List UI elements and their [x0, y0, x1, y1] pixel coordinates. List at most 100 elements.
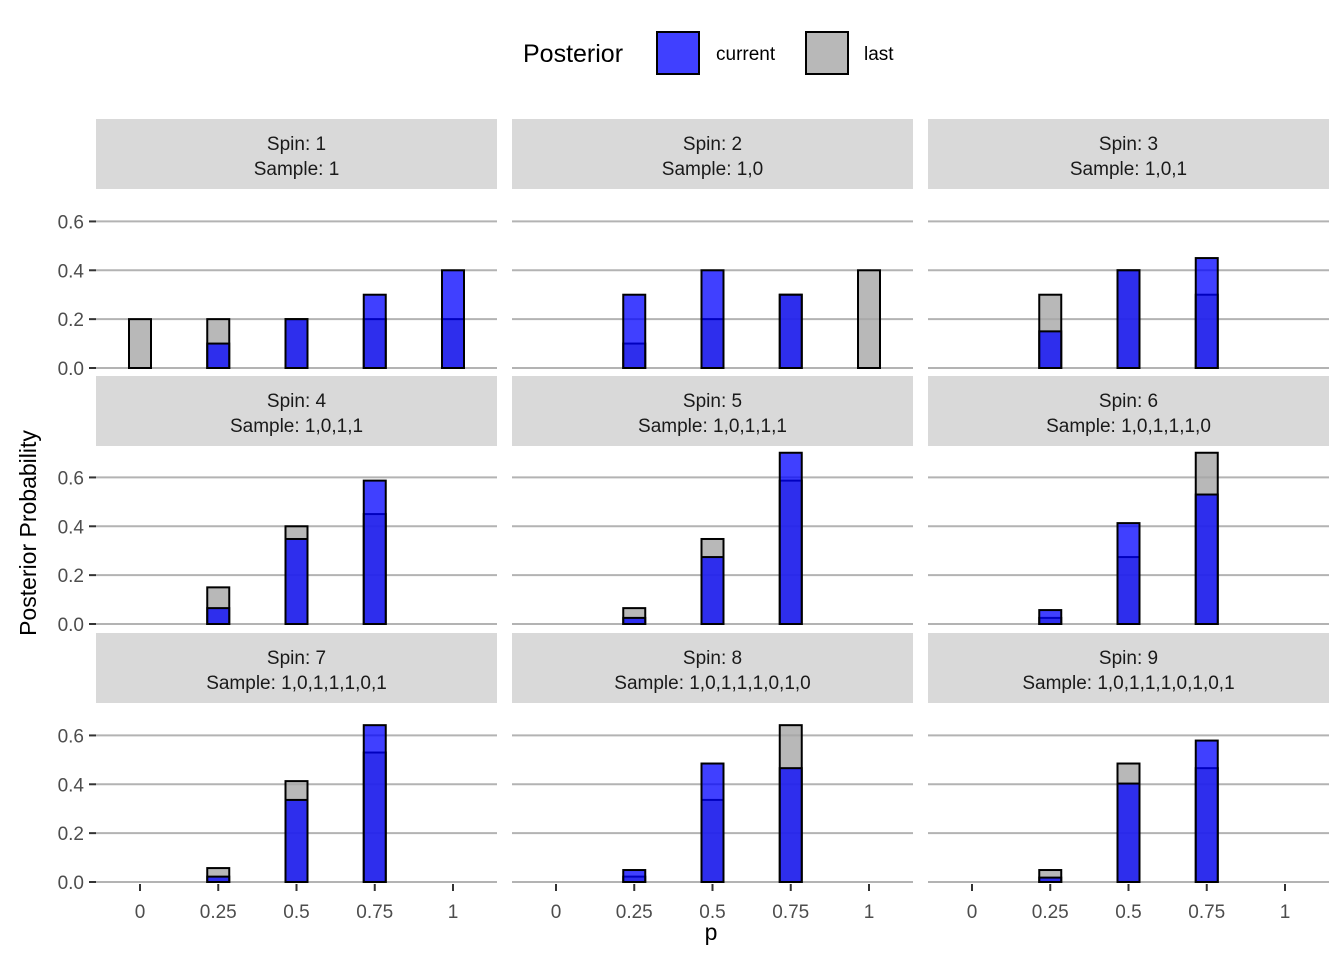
bar-current — [1116, 522, 1141, 625]
x-tick-label: 0.25 — [1032, 902, 1069, 923]
facet-strip-label: Sample: 1,0,1 — [1070, 159, 1187, 180]
facet-strip-label: Spin: 1 — [267, 134, 326, 155]
bar-current — [1194, 739, 1219, 884]
facet-panel: Spin: 6 Sample: 1,0,1,1,1,0 — [928, 376, 1329, 626]
facet-strip-label: Sample: 1,0,1,1 — [230, 416, 363, 437]
facet-strip-label: Spin: 5 — [683, 391, 742, 412]
bar-current — [700, 556, 725, 626]
bar-current — [362, 724, 387, 883]
facet-strip-label: Sample: 1 — [254, 159, 340, 180]
bar-last — [128, 318, 152, 369]
facet-strip-label: Spin: 3 — [1099, 134, 1158, 155]
facet-strip-label: Spin: 8 — [683, 648, 742, 669]
y-tick-label: 0.6 — [58, 468, 84, 489]
bar-current — [622, 293, 647, 370]
x-tick-label: 0.25 — [616, 902, 653, 923]
facet-strip-label: Spin: 7 — [267, 648, 326, 669]
bar-current — [1194, 257, 1219, 370]
y-tick-label: 0.2 — [58, 824, 84, 845]
facet-strip-label: Sample: 1,0,1,1,1 — [638, 416, 787, 437]
y-tick-label: 0.2 — [58, 566, 84, 587]
bar-current — [778, 293, 803, 370]
facet-strip — [928, 633, 1329, 703]
facet-strip-label: Spin: 9 — [1099, 648, 1158, 669]
facet-strip-label: Sample: 1,0 — [662, 159, 763, 180]
bar-current — [284, 318, 309, 369]
facet-strip — [928, 376, 1329, 446]
x-tick-label: 0 — [135, 902, 146, 923]
x-tick-label: 0 — [967, 902, 978, 923]
facet-panel: Spin: 4 Sample: 1,0,1,1 0.0 0.2 0.4 0.6 — [58, 376, 497, 636]
bar-current — [622, 869, 647, 884]
x-tick-label: 0.5 — [283, 902, 309, 923]
facet-panel: Spin: 5 Sample: 1,0,1,1,1 — [512, 376, 913, 626]
facet-panel: Spin: 3 Sample: 1,0,1 — [928, 119, 1329, 370]
y-tick-label: 0.0 — [58, 873, 84, 894]
x-axis-title: p — [705, 919, 718, 945]
bar-current — [1038, 876, 1063, 883]
facet-panel: Spin: 7 Sample: 1,0,1,1,1,0,1 0.0 0.2 0.4 0.6… — [58, 633, 497, 923]
x-tick-label: 0.5 — [1115, 902, 1141, 923]
y-tick-label: 0.0 — [58, 615, 84, 636]
y-tick-label: 0.0 — [58, 359, 84, 380]
bar-current — [700, 269, 725, 369]
facet-panels: Spin: 1 Sample: 1 0.0 0.2 0.4 0.6 Spin: 2 Sampl… — [58, 119, 1329, 923]
y-tick-label: 0.4 — [58, 261, 85, 282]
bar-current — [284, 537, 309, 626]
legend-label-last: last — [864, 44, 894, 65]
legend-label-current: current — [716, 44, 776, 65]
y-tick-label: 0.2 — [58, 310, 84, 331]
legend-key-current — [656, 31, 700, 75]
facet-strip — [96, 633, 497, 703]
facet-strip-label: Sample: 1,0,1,1,1,0,1,0,1 — [1022, 673, 1234, 694]
facet-strip — [96, 376, 497, 446]
x-tick-label: 0.75 — [772, 902, 809, 923]
facet-strip — [512, 633, 913, 703]
bar-current — [206, 607, 231, 625]
x-tick-label: 0.75 — [356, 902, 393, 923]
bar-current — [1038, 609, 1063, 626]
bar-current — [362, 293, 387, 370]
x-tick-label: 0.25 — [200, 902, 237, 923]
facet-panel: Spin: 8 Sample: 1,0,1,1,1,0,1,0 0 0.25 0.5 0.… — [512, 633, 913, 923]
bar-current — [206, 875, 231, 884]
facet-panel: Spin: 2 Sample: 1,0 — [512, 119, 913, 370]
legend-title: Posterior — [523, 40, 623, 68]
bar-current — [1116, 782, 1141, 883]
bar-current — [1194, 493, 1219, 625]
bar-current — [778, 451, 803, 625]
bar-current — [622, 616, 647, 626]
facet-strip-label: Sample: 1,0,1,1,1,0,1,0 — [614, 673, 810, 694]
bar-current — [778, 767, 803, 883]
facet-strip — [928, 119, 1329, 189]
legend: Posterior current last — [523, 31, 894, 75]
facet-strip-label: Sample: 1,0,1,1,1,0,1 — [206, 673, 387, 694]
facet-panel: Spin: 9 Sample: 1,0,1,1,1,0,1,0,1 0 0.25 0.5… — [928, 633, 1329, 923]
bar-current — [284, 798, 309, 883]
x-tick-label: 0.5 — [699, 902, 725, 923]
bar-current — [441, 269, 465, 369]
x-tick-label: 0.75 — [1188, 902, 1225, 923]
y-tick-label: 0.6 — [58, 726, 84, 747]
facet-strip-label: Spin: 4 — [267, 391, 327, 412]
facet-strip-label: Sample: 1,0,1,1,1,0 — [1046, 416, 1211, 437]
facet-strip-label: Spin: 2 — [683, 134, 742, 155]
bar-current — [362, 479, 387, 625]
y-tick-label: 0.4 — [58, 775, 85, 796]
facet-strip — [512, 376, 913, 446]
x-tick-label: 1 — [448, 902, 459, 923]
bar-last — [857, 269, 881, 369]
bar-current — [1038, 330, 1063, 370]
y-axis-title: Posterior Probability — [15, 430, 41, 636]
y-tick-label: 0.4 — [58, 517, 85, 538]
facet-strip — [96, 119, 497, 189]
bar-current — [700, 762, 725, 883]
bar-current — [1116, 269, 1141, 369]
x-tick-label: 1 — [1280, 902, 1291, 923]
facet-strip-label: Spin: 6 — [1099, 391, 1158, 412]
y-tick-label: 0.6 — [58, 212, 84, 233]
legend-key-last — [805, 31, 849, 75]
x-tick-label: 0 — [551, 902, 562, 923]
bar-current — [206, 342, 231, 370]
